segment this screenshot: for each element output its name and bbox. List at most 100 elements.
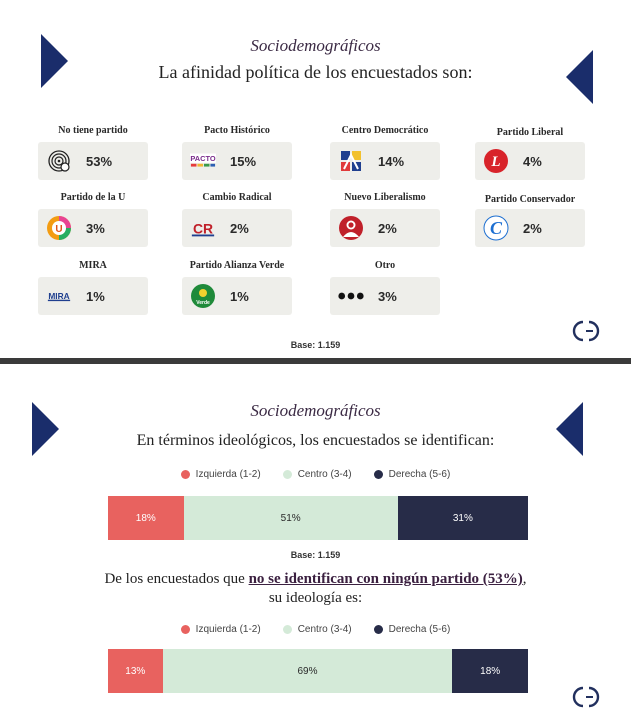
party-percentage: 15% [230, 153, 257, 169]
stacked-bar-all-respondents: 18% 51% 31% [108, 496, 528, 540]
legend-item-centro: Centro (3-4) [282, 624, 352, 635]
party-name: Partido Conservador [484, 194, 576, 205]
party-box: 14% [330, 142, 440, 180]
cambio-logo-text: CR [193, 221, 213, 237]
legend-dot [282, 625, 292, 634]
party-name: MIRA [79, 260, 107, 271]
party-name: Nuevo Liberalismo [344, 192, 426, 203]
partido-conservador-logo: C [483, 215, 509, 241]
pacto-logo-text: PACTO [190, 154, 215, 163]
party-card-no-tiene-partido: No tiene partido 53% [38, 125, 148, 180]
centro-democratico-logo [338, 148, 364, 174]
party-percentage: 1% [230, 288, 249, 304]
party-percentage: 2% [378, 220, 397, 236]
legend-item-derecha: Derecha (5-6) [373, 624, 451, 635]
statement-line2: su ideología es: [268, 590, 363, 606]
slide-title: En términos ideológicos, los encuestados… [136, 432, 495, 449]
legend-ideology-2: Izquierda (1-2) Centro (3-4) Derecha (5-… [0, 624, 631, 635]
verde-logo-text: Verde [196, 300, 210, 306]
segment-label: 51% [280, 512, 301, 524]
legend-item-derecha: Derecha (5-6) [373, 469, 451, 480]
party-card-partido-conservador: Partido Conservador C 2% [475, 192, 585, 247]
bar-segment-centro: 51% [183, 496, 398, 540]
legend-item-centro: Centro (3-4) [282, 469, 352, 480]
party-box: PACTO 15% [182, 142, 292, 180]
legend-label: Izquierda (1-2) [195, 624, 261, 635]
party-box: 3% [330, 277, 440, 315]
fingerprint-icon [46, 148, 72, 174]
u-logo-text: U [55, 224, 62, 235]
bar-segment-izquierda: 18% [108, 496, 184, 540]
party-name: Partido de la U [60, 192, 126, 203]
legend-label: Centro (3-4) [297, 469, 352, 480]
legend-label: Derecha (5-6) [388, 469, 451, 480]
party-name: Partido Liberal [496, 127, 564, 138]
section-subtitle: Sociodemográficos [250, 36, 381, 55]
slide-separator [0, 358, 631, 364]
party-box: 2% [330, 209, 440, 247]
slide-political-affinity: Sociodemográficos La afinidad política d… [0, 0, 631, 358]
party-card-centro-democratico: Centro Democrático 14% [330, 125, 440, 180]
legend-dot [180, 625, 190, 634]
party-card-nuevo-liberalismo: Nuevo Liberalismo 2% [330, 192, 440, 247]
slide-ideology: Sociodemográficos En términos ideológico… [0, 364, 631, 719]
party-percentage: 2% [523, 220, 542, 236]
three-dots-icon [338, 283, 364, 309]
mira-logo-text: MIRA [48, 291, 69, 301]
party-percentage: 53% [86, 153, 113, 169]
slide-title: La afinidad política de los encuestados … [158, 62, 473, 82]
base-note: Base: 1.159 [290, 550, 341, 560]
segment-label: 13% [125, 665, 146, 677]
party-name: Partido Alianza Verde [189, 260, 285, 271]
right-decor-triangle [556, 402, 583, 456]
statement-post: , [522, 571, 527, 587]
party-name: No tiene partido [58, 125, 128, 136]
party-box: U 3% [38, 209, 148, 247]
party-card-partido-liberal: Partido Liberal L 4% [475, 125, 585, 180]
left-decor-triangle [41, 34, 68, 88]
subgroup-statement: De los encuestados que no se identifican… [0, 570, 631, 608]
party-name: Pacto Histórico [204, 125, 270, 136]
partido-liberal-logo: L [483, 148, 509, 174]
party-percentage: 4% [523, 153, 542, 169]
base-note: Base: 1.159 [290, 340, 341, 350]
party-box: L 4% [475, 142, 585, 180]
party-box: CR 2% [182, 209, 292, 247]
bar-segment-derecha: 31% [397, 496, 528, 540]
legend-label: Derecha (5-6) [388, 624, 451, 635]
segment-label: 69% [297, 665, 318, 677]
segment-label: 18% [480, 665, 501, 677]
party-box: MIRA 1% [38, 277, 148, 315]
conservador-logo-text: C [490, 218, 503, 238]
statement-pre: De los encuestados que [104, 571, 249, 587]
party-card-alianza-verde: Partido Alianza Verde Verde 1% [182, 260, 292, 315]
brand-logo-icon [566, 318, 606, 344]
pacto-historico-logo: PACTO [190, 148, 216, 174]
legend-ideology-1: Izquierda (1-2) Centro (3-4) Derecha (5-… [0, 469, 631, 480]
legend-dot [180, 470, 190, 479]
party-percentage: 1% [86, 288, 105, 304]
party-percentage: 3% [86, 220, 105, 236]
party-name: Otro [374, 260, 396, 271]
party-card-partido-de-la-u: Partido de la U U 3% [38, 192, 148, 247]
bar-segment-centro: 69% [162, 649, 453, 693]
legend-item-izquierda: Izquierda (1-2) [180, 624, 261, 635]
stacked-bar-no-party: 13% 69% 18% [108, 649, 528, 693]
legend-dot [373, 625, 383, 634]
right-decor-triangle [566, 50, 593, 104]
alianza-verde-logo: Verde [190, 283, 216, 309]
party-card-cambio-radical: Cambio Radical CR 2% [182, 192, 292, 247]
partido-de-la-u-logo: U [46, 215, 72, 241]
party-percentage: 14% [378, 153, 405, 169]
party-card-pacto-historico: Pacto Histórico PACTO 15% [182, 125, 292, 180]
bar-segment-izquierda: 13% [108, 649, 163, 693]
left-decor-triangle [32, 402, 59, 456]
party-percentage: 3% [378, 288, 397, 304]
party-percentage: 2% [230, 220, 249, 236]
legend-label: Centro (3-4) [297, 624, 352, 635]
party-name: Centro Democrático [341, 125, 429, 136]
section-subtitle: Sociodemográficos [250, 401, 381, 420]
legend-dot [373, 470, 383, 479]
segment-label: 31% [452, 512, 473, 524]
party-name: Cambio Radical [202, 192, 272, 203]
